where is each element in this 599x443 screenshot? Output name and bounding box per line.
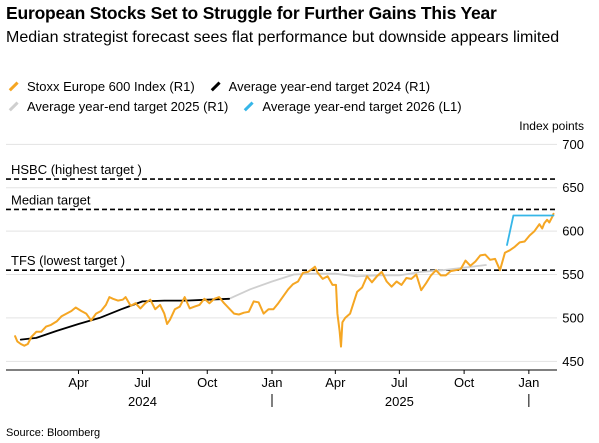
y-tick-label: 500 bbox=[562, 310, 584, 325]
reference-lines: HSBC (highest target ) Median target TFS (… bbox=[6, 162, 557, 271]
y-tick-label: 700 bbox=[562, 137, 584, 152]
y-tick-label: 650 bbox=[562, 180, 584, 195]
legend-item-target-2025: Average year-end target 2025 (R1) bbox=[6, 99, 228, 114]
x-tick-label: Jan bbox=[262, 375, 283, 390]
x-tick-label: Jan bbox=[518, 375, 539, 390]
reference-line-label: HSBC (highest target ) bbox=[11, 162, 142, 177]
year-label: 2025 bbox=[385, 394, 414, 409]
series-line bbox=[14, 212, 555, 348]
source-note: Source: Bloomberg bbox=[6, 427, 101, 439]
chart-subtitle: Median strategist forecast sees flat per… bbox=[6, 29, 560, 46]
x-tick-label: Jul bbox=[134, 375, 151, 390]
legend: Stoxx Europe 600 Index (R1) Average year… bbox=[6, 76, 566, 116]
series-line bbox=[506, 214, 555, 246]
y-tick-labels: 450 500 550 600 650 700 bbox=[562, 137, 584, 369]
chart-title: European Stocks Set to Struggle for Furt… bbox=[6, 3, 497, 23]
x-axis: Apr Jul Oct Jan Apr Jul Oct Jan 2024 2025 bbox=[6, 369, 557, 409]
reference-line-label: Median target bbox=[11, 192, 91, 207]
x-tick-label: Apr bbox=[68, 375, 89, 390]
legend-label-target-2025: Average year-end target 2025 (R1) bbox=[27, 98, 229, 114]
y-tick-label: 600 bbox=[562, 224, 584, 239]
x-tick-label: Oct bbox=[454, 375, 475, 390]
x-tick-label: Oct bbox=[197, 375, 218, 390]
x-tick-label: Jul bbox=[391, 375, 408, 390]
y-tick-label: 450 bbox=[562, 354, 584, 369]
series-line bbox=[228, 264, 487, 300]
legend-item-stoxx: Stoxx Europe 600 Index (R1) bbox=[6, 79, 195, 94]
legend-item-target-2026: Average year-end target 2026 (L1) bbox=[241, 98, 462, 114]
y-tick-label: 550 bbox=[562, 267, 584, 282]
series-lines bbox=[14, 212, 555, 348]
legend-label-target-2024: Average year-end target 2024 (R1) bbox=[228, 78, 431, 94]
legend-label-target-2026: Average year-end target 2026 (L1) bbox=[262, 98, 462, 114]
reference-line-label: TFS (lowest target ) bbox=[11, 253, 125, 268]
year-label: 2024 bbox=[128, 394, 157, 409]
series-line bbox=[19, 297, 230, 341]
x-tick-label: Apr bbox=[325, 375, 346, 390]
legend-item-target-2024: Average year-end target 2024 (R1) bbox=[208, 79, 430, 94]
y-axis-label: Index points bbox=[519, 119, 584, 133]
legend-label-stoxx: Stoxx Europe 600 Index (R1) bbox=[27, 78, 195, 94]
